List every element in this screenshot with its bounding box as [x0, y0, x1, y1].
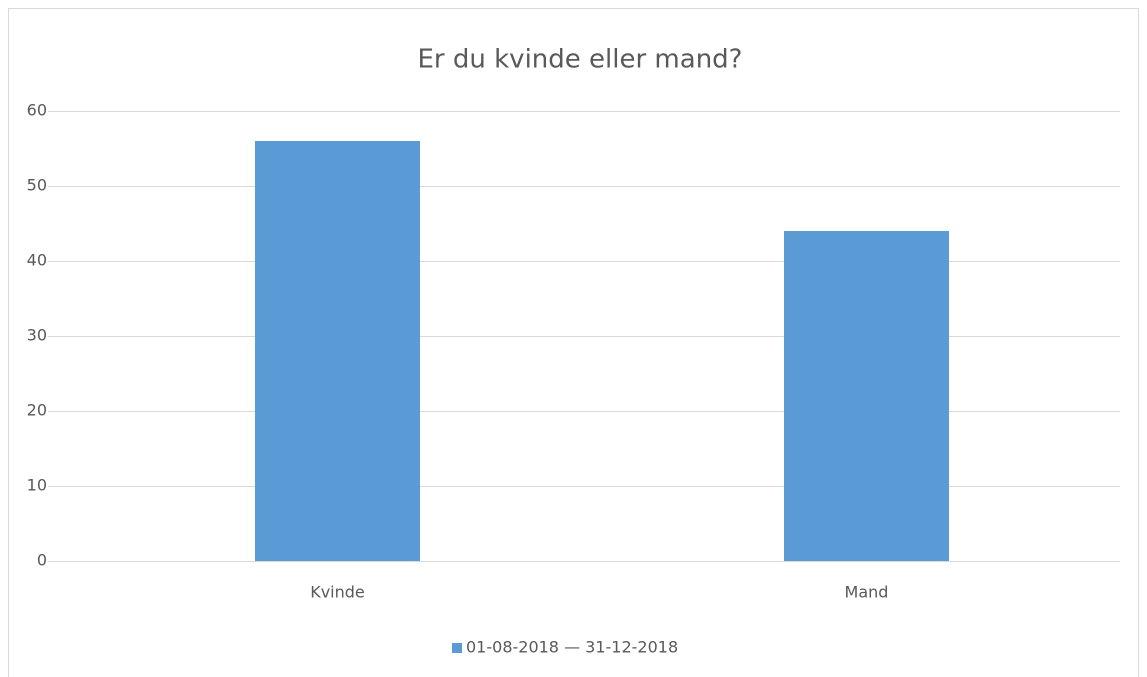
y-tick-label: 40	[27, 251, 47, 270]
chart-title: Er du kvinde eller mand?	[418, 45, 743, 75]
bar	[784, 231, 949, 561]
y-tick-label: 20	[27, 401, 47, 420]
y-tick-label: 50	[27, 176, 47, 195]
legend-label: 01-08-2018 — 31-12-2018	[466, 638, 678, 657]
y-tick-label: 10	[27, 476, 47, 495]
x-tick-label: Kvinde	[310, 583, 365, 602]
y-tick-label: 30	[27, 326, 47, 345]
bar	[255, 141, 420, 561]
x-tick-label: Mand	[845, 583, 889, 602]
chart-border	[8, 8, 1139, 677]
y-tick-label: 0	[37, 551, 47, 570]
legend-swatch	[452, 643, 462, 653]
y-tick-label: 60	[27, 101, 47, 120]
